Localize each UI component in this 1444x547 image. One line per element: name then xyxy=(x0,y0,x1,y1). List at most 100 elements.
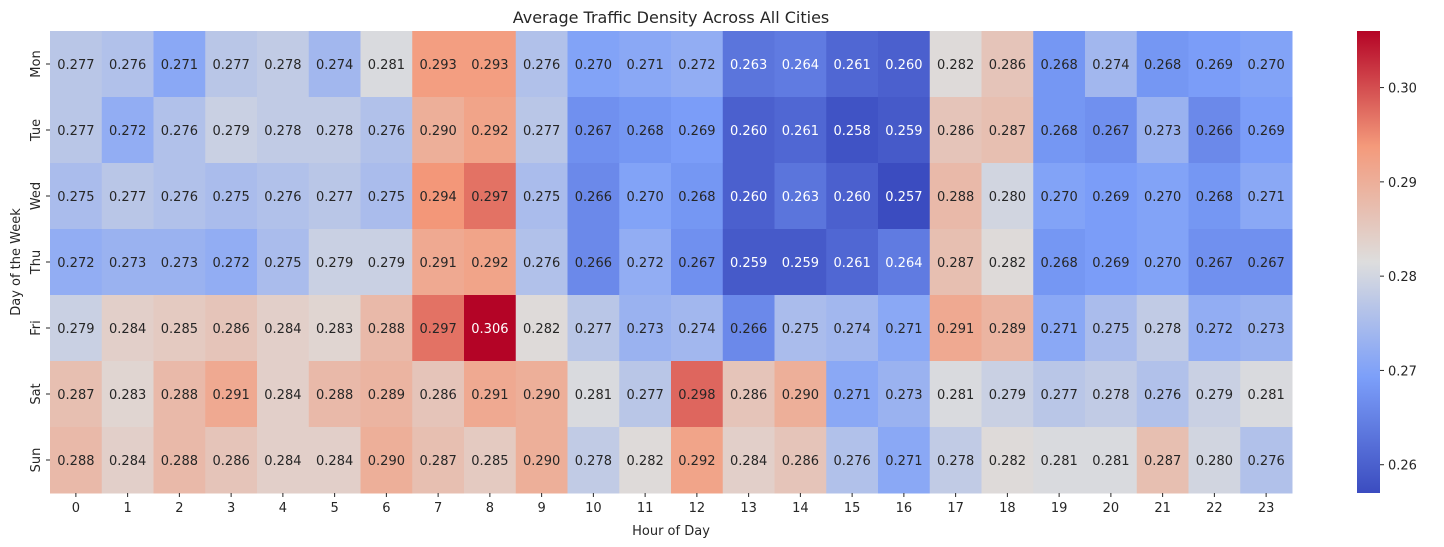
cell-value-label: 0.277 xyxy=(213,58,250,73)
heatmap-cell xyxy=(257,163,310,230)
heatmap-cell xyxy=(826,31,879,98)
cell-value-label: 0.276 xyxy=(109,58,146,73)
cell-value-label: 0.290 xyxy=(782,388,819,403)
cell-value-label: 0.279 xyxy=(989,388,1026,403)
x-tick-label: 19 xyxy=(1051,501,1068,516)
heatmap-cell xyxy=(205,97,258,164)
heatmap-cell xyxy=(308,97,361,164)
heatmap-cell xyxy=(929,97,982,164)
colorbar-tick-label: 0.30 xyxy=(1388,82,1417,97)
cell-value-label: 0.283 xyxy=(316,322,353,337)
heatmap-cell xyxy=(308,163,361,230)
colorbar-tick-label: 0.28 xyxy=(1388,270,1417,285)
heatmap-cell xyxy=(722,163,775,230)
cell-value-label: 0.266 xyxy=(575,256,612,271)
cell-value-label: 0.277 xyxy=(109,190,146,205)
heatmap-cell xyxy=(567,97,620,164)
x-axis-ticks: 0 1 2 3 4 5 6 7 8 9 10 11 12 13 14 15 16 17 18 19 20 21 22 23 xyxy=(72,493,1274,516)
cell-value-label: 0.275 xyxy=(368,190,405,205)
heatmap-cell xyxy=(878,427,931,494)
cell-value-label: 0.281 xyxy=(1041,454,1078,469)
heatmap-cell xyxy=(878,229,931,296)
cell-value-label: 0.277 xyxy=(627,388,664,403)
x-tick-label: 11 xyxy=(637,501,654,516)
cell-value-label: 0.269 xyxy=(1248,124,1285,139)
heatmap-cell xyxy=(1033,427,1086,494)
heatmap-cell xyxy=(464,31,517,98)
heatmap-cell xyxy=(412,31,465,98)
cell-value-label: 0.278 xyxy=(316,124,353,139)
cell-value-label: 0.286 xyxy=(730,388,767,403)
cell-value-label: 0.286 xyxy=(213,322,250,337)
cell-value-label: 0.258 xyxy=(834,124,871,139)
heatmap-cell xyxy=(1085,229,1138,296)
heatmap-cell xyxy=(1136,361,1189,428)
cell-value-label: 0.291 xyxy=(471,388,508,403)
cell-value-label: 0.288 xyxy=(161,454,198,469)
heatmap-cell xyxy=(567,427,620,494)
cell-value-label: 0.274 xyxy=(834,322,871,337)
heatmap-cell xyxy=(50,295,103,362)
heatmap-cell xyxy=(981,97,1034,164)
x-tick-label: 18 xyxy=(999,501,1016,516)
heatmap-cell xyxy=(257,361,310,428)
cell-value-label: 0.292 xyxy=(471,256,508,271)
heatmap-cell xyxy=(50,427,103,494)
heatmap-cell xyxy=(308,229,361,296)
heatmap-cell xyxy=(1240,31,1293,98)
cell-value-label: 0.285 xyxy=(471,454,508,469)
cell-value-label: 0.278 xyxy=(264,124,301,139)
heatmap-cell xyxy=(1188,163,1241,230)
cell-value-label: 0.279 xyxy=(316,256,353,271)
heatmap-cell xyxy=(1240,361,1293,428)
cell-value-label: 0.269 xyxy=(678,124,715,139)
x-tick-label: 6 xyxy=(382,501,390,516)
cell-value-label: 0.270 xyxy=(1248,58,1285,73)
cell-value-label: 0.288 xyxy=(937,190,974,205)
heatmap-cell xyxy=(567,31,620,98)
cell-value-label: 0.278 xyxy=(1092,388,1129,403)
cell-value-label: 0.276 xyxy=(1144,388,1181,403)
heatmap-cell xyxy=(257,31,310,98)
heatmap-cell xyxy=(1085,31,1138,98)
heatmap-cell xyxy=(671,229,724,296)
heatmap-cell xyxy=(1240,427,1293,494)
heatmap-cell xyxy=(515,97,568,164)
heatmap-cell xyxy=(515,361,568,428)
heatmap-cell xyxy=(619,295,672,362)
colorbar xyxy=(1357,31,1380,493)
y-tick-label: Wed xyxy=(29,182,44,210)
cell-value-label: 0.266 xyxy=(575,190,612,205)
heatmap-cell xyxy=(878,295,931,362)
heatmap-cell xyxy=(464,229,517,296)
cell-value-label: 0.270 xyxy=(1041,190,1078,205)
cell-value-label: 0.298 xyxy=(678,388,715,403)
colorbar-tick-label: 0.26 xyxy=(1388,459,1417,474)
cell-value-label: 0.264 xyxy=(782,58,819,73)
cell-value-label: 0.274 xyxy=(1092,58,1129,73)
cell-value-label: 0.272 xyxy=(627,256,664,271)
heatmap-cell xyxy=(360,31,413,98)
heatmap-cell xyxy=(308,295,361,362)
heatmap-cell xyxy=(153,361,206,428)
cell-value-label: 0.281 xyxy=(575,388,612,403)
cell-value-label: 0.275 xyxy=(57,190,94,205)
cell-value-label: 0.277 xyxy=(523,124,560,139)
cell-value-label: 0.273 xyxy=(627,322,664,337)
cell-value-label: 0.286 xyxy=(937,124,974,139)
cell-value-label: 0.272 xyxy=(1196,322,1233,337)
heatmap-cell xyxy=(1085,361,1138,428)
x-tick-label: 10 xyxy=(585,501,602,516)
heatmap-cell xyxy=(878,163,931,230)
cell-value-label: 0.281 xyxy=(1092,454,1129,469)
heatmap-cell xyxy=(826,97,879,164)
cell-value-label: 0.273 xyxy=(885,388,922,403)
x-tick-label: 13 xyxy=(740,501,757,516)
heatmap-cell xyxy=(929,295,982,362)
heatmap-cell xyxy=(1240,97,1293,164)
heatmap-cell xyxy=(360,97,413,164)
cell-value-label: 0.292 xyxy=(678,454,715,469)
cell-value-label: 0.274 xyxy=(678,322,715,337)
heatmap-cell xyxy=(1240,295,1293,362)
heatmap-cell xyxy=(1188,31,1241,98)
